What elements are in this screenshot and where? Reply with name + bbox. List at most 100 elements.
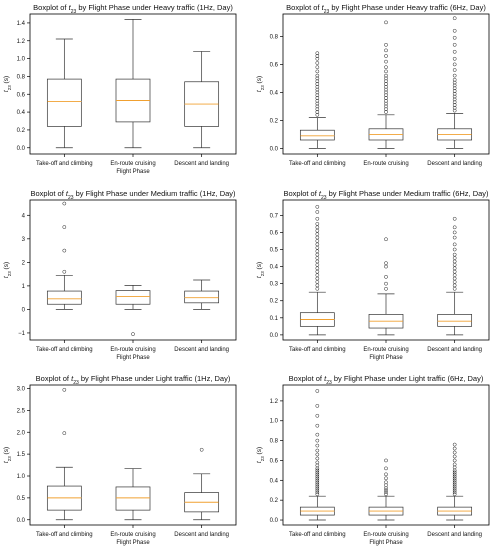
outlier-point <box>452 266 457 271</box>
x-tick-label: Take-off and climbing <box>36 347 93 353</box>
y-tick-label: 1 <box>22 284 26 290</box>
outlier-point <box>384 84 388 89</box>
outlier-point <box>452 83 457 88</box>
outlier-point <box>62 225 67 229</box>
box-2 <box>115 468 151 521</box>
x-axis-label: Flight Phase <box>369 540 403 546</box>
outlier-point <box>315 96 320 100</box>
y-tick-label: 0.8 <box>270 439 279 445</box>
outlier-point <box>315 269 320 274</box>
outlier-point <box>315 69 320 74</box>
outlier-point <box>384 264 388 269</box>
y-tick-label: 0.4 <box>270 478 279 484</box>
outlier-point <box>452 86 457 91</box>
outlier-point <box>452 216 457 221</box>
outlier-point <box>384 42 388 47</box>
outlier-point <box>452 474 457 479</box>
iqr-box <box>115 290 151 305</box>
outlier-point <box>315 110 320 114</box>
y-tick-label: 0 <box>22 307 26 313</box>
y-tick-label: −1 <box>18 331 26 337</box>
outlier-point <box>384 73 388 78</box>
box-2 <box>115 19 151 149</box>
y-tick-label: 2.5 <box>17 408 26 414</box>
iqr-box <box>46 290 82 305</box>
y-tick-label: 0.1 <box>270 316 279 322</box>
subplot-title: Boxplot of t23 by Flight Phase under Hea… <box>33 3 233 15</box>
x-axis-label: Flight Phase <box>369 355 403 361</box>
x-tick-label: Descent and landing <box>174 532 229 538</box>
box-1 <box>46 38 82 149</box>
outlier-point <box>452 283 457 288</box>
outlier-point <box>384 261 388 266</box>
outlier-point <box>315 280 320 284</box>
outlier-point <box>452 468 457 473</box>
outlier-point <box>452 73 457 78</box>
box-1 <box>299 389 335 521</box>
box-1 <box>46 201 82 310</box>
outlier-point <box>315 252 320 257</box>
outlier-point <box>452 273 457 277</box>
outlier-point <box>315 54 320 58</box>
y-tick-label: 0.6 <box>270 62 279 68</box>
outlier-point <box>384 93 388 98</box>
outlier-point <box>384 281 388 286</box>
outlier-point <box>315 443 320 448</box>
x-tick-label: Take-off and climbing <box>289 161 346 167</box>
box-3 <box>437 16 473 149</box>
outlier-point <box>315 82 320 86</box>
x-axis-label: Flight Phase <box>116 355 150 361</box>
outlier-point <box>384 48 388 53</box>
outlier-point <box>452 56 457 61</box>
outlier-point <box>315 245 320 250</box>
y-tick-label: 1.2 <box>270 399 279 405</box>
outlier-point <box>452 49 457 54</box>
outlier-point <box>384 472 388 477</box>
outlier-point <box>452 89 457 93</box>
outlier-point <box>384 488 388 493</box>
outlier-point <box>315 56 320 61</box>
outlier-point <box>315 79 320 84</box>
x-tick-label: En-route cruising <box>363 161 408 167</box>
outlier-point <box>452 247 457 252</box>
outlier-point <box>315 476 320 481</box>
outlier-point <box>452 259 457 264</box>
outlier-point <box>315 478 320 483</box>
outlier-point <box>315 490 320 495</box>
box-3 <box>184 51 220 149</box>
y-axis-label: t23 (s) <box>256 76 265 92</box>
outlier-point <box>315 492 320 497</box>
outlier-point <box>452 108 457 113</box>
y-axis-label: t23 (s) <box>256 262 265 278</box>
outlier-point <box>384 237 388 242</box>
y-tick-label: 0.2 <box>270 498 279 504</box>
subplot-title: Boxplot of t23 by Flight Phase under Med… <box>30 189 236 201</box>
iqr-box <box>437 314 473 327</box>
outlier-point <box>452 472 457 477</box>
y-tick-label: 0.6 <box>270 458 279 464</box>
subplot-title: Boxplot of t23 by Flight Phase under Lig… <box>36 374 231 386</box>
outlier-point <box>452 235 457 240</box>
y-tick-label: 0.4 <box>270 265 279 271</box>
outlier-point <box>452 488 457 493</box>
box-3 <box>184 279 220 310</box>
outlier-point <box>315 432 320 437</box>
outlier-point <box>384 82 388 86</box>
x-axis-label: Flight Phase <box>116 169 150 175</box>
y-tick-label: 0.4 <box>17 110 26 116</box>
outlier-point <box>199 447 204 452</box>
outlier-point <box>315 276 320 281</box>
y-tick-label: 2.0 <box>17 430 26 436</box>
y-tick-label: 0.8 <box>270 34 279 40</box>
outlier-point <box>62 431 67 435</box>
subplot-4: Boxplot of t23 by Flight Phase under Med… <box>256 189 490 361</box>
outlier-point <box>384 69 388 74</box>
outlier-point <box>315 460 320 465</box>
outlier-point <box>384 480 388 485</box>
x-tick-label: En-route cruising <box>363 347 408 353</box>
plot-frame <box>282 13 490 155</box>
outlier-point <box>452 68 457 72</box>
subplot-2: Boxplot of t23 by Flight Phase under Hea… <box>256 3 490 167</box>
y-tick-label: 0.5 <box>17 496 26 502</box>
outlier-point <box>384 101 388 106</box>
